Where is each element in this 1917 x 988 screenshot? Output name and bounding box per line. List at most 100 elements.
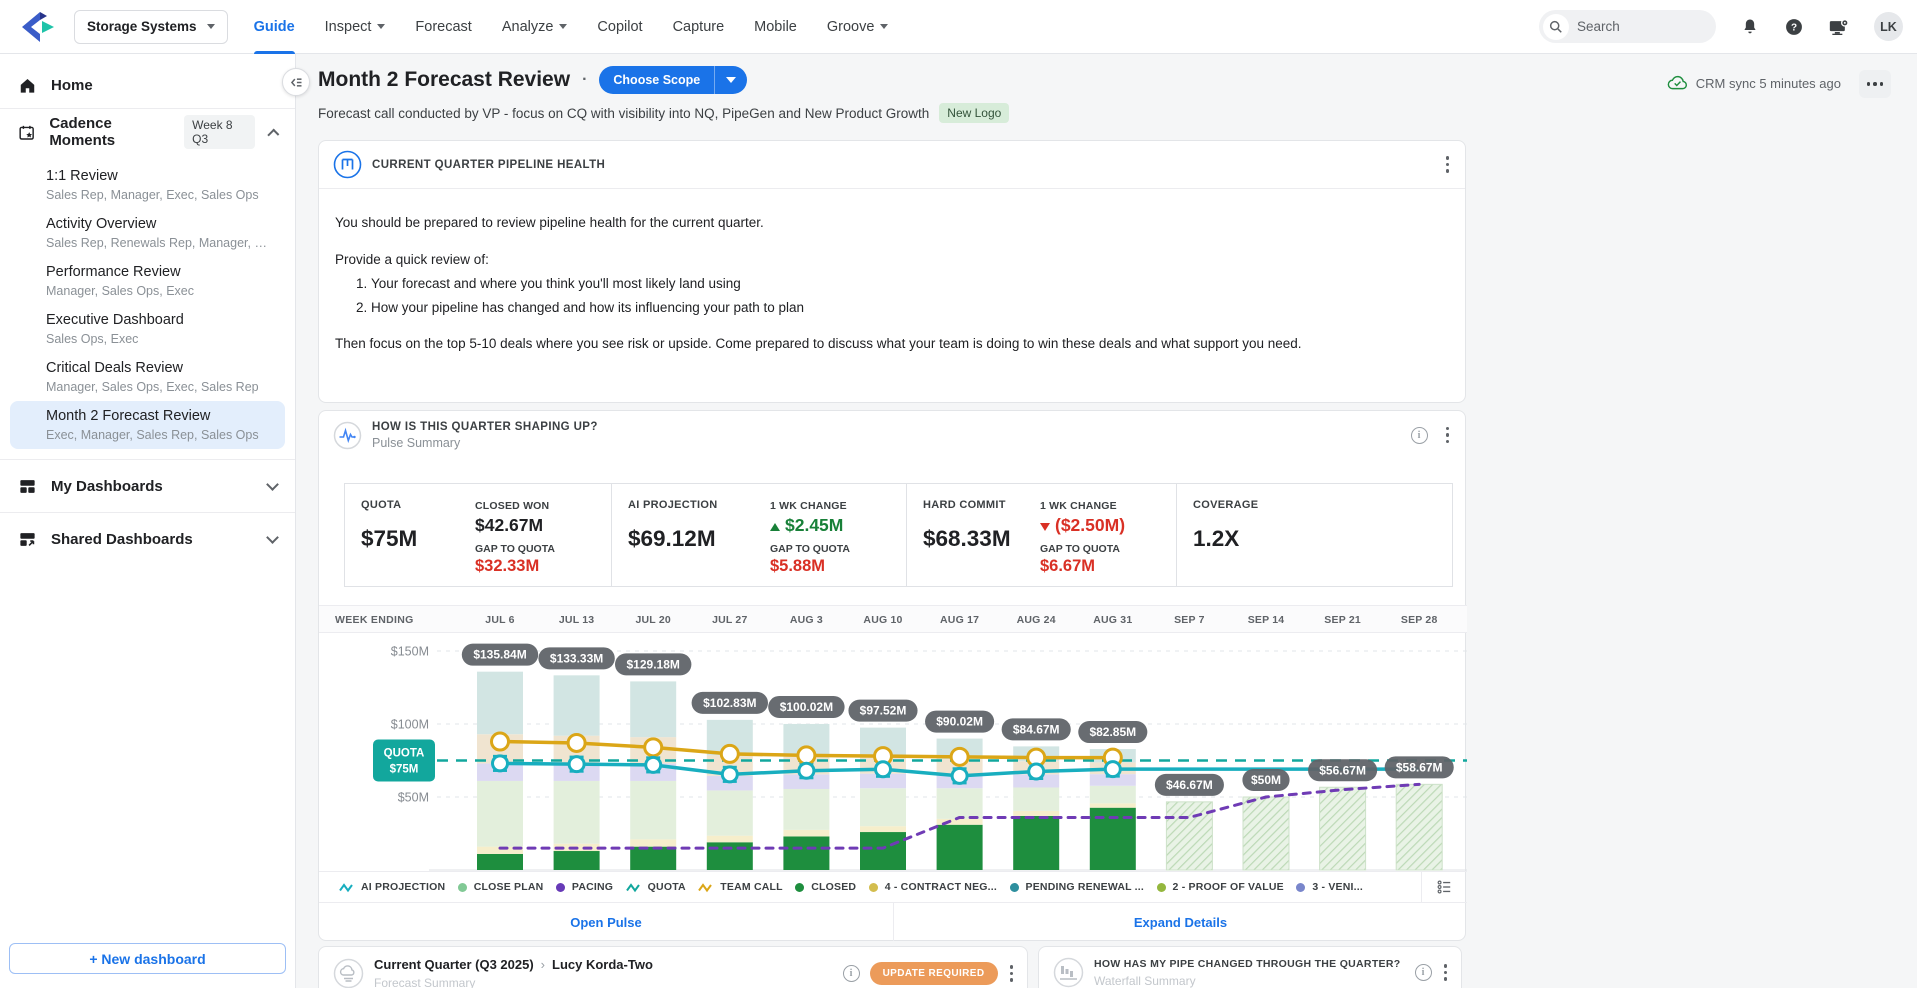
sidebar-item-activity-overview[interactable]: Activity OverviewSales Rep, Renewals Rep… xyxy=(10,209,285,257)
sidebar-item-executive-dashboard[interactable]: Executive DashboardSales Ops, Exec xyxy=(10,305,285,353)
page-menu-button[interactable] xyxy=(1859,70,1891,98)
nav-item-label: Groove xyxy=(827,19,875,35)
chevron-down-icon xyxy=(266,531,279,544)
legend-item-4-contract-neg[interactable]: 4 - CONTRACT NEG... xyxy=(869,881,997,893)
search-icon xyxy=(1543,14,1569,40)
cadence-moments-label: Cadence Moments xyxy=(49,115,170,149)
sidebar-item-1-1-review[interactable]: 1:1 Review Sales Rep, Manager, Exec, Sale… xyxy=(10,161,285,209)
card-menu-button[interactable] xyxy=(1442,962,1450,983)
nav-right: Search ? LK xyxy=(1539,10,1917,43)
arrow-down-icon xyxy=(1040,523,1050,531)
clari-logo-icon[interactable] xyxy=(20,11,56,43)
page-subtitle: Forecast call conducted by VP - focus on… xyxy=(318,106,929,121)
crm-sync-label: CRM sync 5 minutes ago xyxy=(1696,76,1841,91)
legend-dot-swatch xyxy=(556,883,565,892)
legend-label: TEAM CALL xyxy=(720,881,782,893)
legend-item-closed[interactable]: CLOSED xyxy=(795,881,856,893)
sidebar: Home Cadence Moments Week 8 Q3 1:1 Revie… xyxy=(0,54,296,988)
nav-item-forecast[interactable]: Forecast xyxy=(415,0,471,54)
nav-item-analyze[interactable]: Analyze xyxy=(502,0,568,54)
legend-item-close-plan[interactable]: CLOSE PLAN xyxy=(458,881,544,893)
svg-text:$90.02M: $90.02M xyxy=(936,715,983,729)
legend-item-quota[interactable]: QUOTA xyxy=(626,881,686,893)
waterfall-chart-icon xyxy=(1053,957,1084,988)
info-icon[interactable]: i xyxy=(1411,427,1428,444)
moment-roles: Sales Rep, Manager, Exec, Sales Ops xyxy=(46,188,275,202)
card-menu-button[interactable] xyxy=(1444,154,1452,175)
collapse-panel-icon xyxy=(289,75,304,90)
expand-details-link[interactable]: Expand Details xyxy=(1134,915,1227,930)
week-label: JUL 27 xyxy=(712,606,747,634)
shared-dashboards-icon xyxy=(18,530,37,549)
search-placeholder: Search xyxy=(1577,19,1620,34)
legend-item-3-veni[interactable]: 3 - VENI... xyxy=(1296,881,1363,893)
sidebar-item-home[interactable]: Home xyxy=(0,62,295,108)
week-ending-label: WEEK ENDING xyxy=(335,606,414,634)
card-menu-button[interactable] xyxy=(1444,425,1452,446)
sidebar-section-shared-dashboards[interactable]: Shared Dashboards xyxy=(0,513,295,565)
primary-nav: Guide Inspect Forecast Analyze Copilot Captur… xyxy=(254,0,889,54)
legend-settings-button[interactable] xyxy=(1421,871,1465,902)
pipeline-trend-chart[interactable]: $150M$100M$50M$135.84M$133.33M$129.18M$1… xyxy=(319,633,1467,873)
choose-scope-caret[interactable] xyxy=(715,66,747,94)
legend-line-swatch xyxy=(698,882,713,893)
legend-item-pacing[interactable]: PACING xyxy=(556,881,613,893)
crm-sync-status: CRM sync 5 minutes ago xyxy=(1667,75,1841,91)
info-icon[interactable]: i xyxy=(1415,964,1432,981)
pulse-summary-card: HOW IS THIS QUARTER SHAPING UP? Pulse Su… xyxy=(318,410,1466,941)
nav-item-mobile[interactable]: Mobile xyxy=(754,0,797,54)
nav-item-label: Analyze xyxy=(502,19,554,35)
nav-item-copilot[interactable]: Copilot xyxy=(597,0,642,54)
notifications-bell-icon[interactable] xyxy=(1740,17,1760,37)
nav-item-inspect[interactable]: Inspect xyxy=(325,0,386,54)
nav-item-label: Guide xyxy=(254,19,295,35)
sidebar-section-my-dashboards[interactable]: My Dashboards xyxy=(0,460,295,512)
moment-roles: Manager, Sales Ops, Exec xyxy=(46,284,275,298)
sidebar-item-performance-review[interactable]: Performance ReviewManager, Sales Ops, Ex… xyxy=(10,257,285,305)
legend-item-pending-renewal[interactable]: PENDING RENEWAL ... xyxy=(1010,881,1145,893)
card-title-owner[interactable]: Lucy Korda-Two xyxy=(552,957,653,972)
sidebar-item-month-2-forecast-review[interactable]: Month 2 Forecast ReviewExec, Manager, Sa… xyxy=(10,401,285,449)
choose-scope-button[interactable]: Choose Scope xyxy=(599,66,747,94)
help-icon[interactable]: ? xyxy=(1784,17,1804,37)
card-subtitle: Pulse Summary xyxy=(372,436,598,450)
nav-item-groove[interactable]: Groove xyxy=(827,0,889,54)
system-settings-icon[interactable] xyxy=(1828,17,1850,37)
open-pulse-link[interactable]: Open Pulse xyxy=(570,915,642,930)
list-settings-icon xyxy=(1436,879,1452,895)
avatar[interactable]: LK xyxy=(1874,12,1903,41)
search-input[interactable]: Search xyxy=(1539,10,1716,43)
nav-item-capture[interactable]: Capture xyxy=(673,0,725,54)
metric-value: $69.12M xyxy=(628,526,764,552)
legend-label: PACING xyxy=(572,881,613,893)
svg-text:$75M: $75M xyxy=(390,764,419,776)
legend-dot-swatch xyxy=(795,883,804,892)
page-title: Month 2 Forecast Review xyxy=(318,68,570,92)
legend-label: QUOTA xyxy=(648,881,686,893)
sidebar-section-cadence-moments[interactable]: Cadence Moments Week 8 Q3 xyxy=(0,109,295,155)
workspace-selector[interactable]: Storage Systems xyxy=(74,10,228,44)
new-dashboard-button[interactable]: + New dashboard xyxy=(9,943,286,974)
metric-value: $75M xyxy=(361,526,469,552)
card-title-scope[interactable]: Current Quarter (Q3 2025) xyxy=(374,957,534,972)
svg-text:$50M: $50M xyxy=(1251,773,1281,787)
card-title: CURRENT QUARTER PIPELINE HEALTH xyxy=(372,159,605,171)
chevron-down-icon xyxy=(559,24,567,29)
sidebar-item-critical-deals-review[interactable]: Critical Deals ReviewManager, Sales Ops,… xyxy=(10,353,285,401)
sidebar-collapse-button[interactable] xyxy=(282,68,310,96)
card-menu-button[interactable] xyxy=(1008,963,1016,984)
nav-item-guide[interactable]: Guide xyxy=(254,0,295,54)
legend-item-2-proof-of-value[interactable]: 2 - PROOF OF VALUE xyxy=(1157,881,1284,893)
info-icon[interactable]: i xyxy=(843,965,860,982)
home-label: Home xyxy=(51,77,93,94)
nav-item-label: Capture xyxy=(673,19,725,35)
week-label: JUL 13 xyxy=(559,606,594,634)
legend-item-ai-projection[interactable]: AI PROJECTION xyxy=(339,881,445,893)
moment-title: 1:1 Review xyxy=(46,168,275,184)
week-label: SEP 7 xyxy=(1174,606,1205,634)
pipeline-card-body: You should be prepared to review pipelin… xyxy=(319,189,1465,354)
legend-item-team-call[interactable]: TEAM CALL xyxy=(698,881,782,893)
choose-scope-label: Choose Scope xyxy=(599,66,714,94)
metric-label: HARD COMMIT xyxy=(923,499,1034,511)
list-item: How your pipeline has changed and how it… xyxy=(371,298,1447,318)
